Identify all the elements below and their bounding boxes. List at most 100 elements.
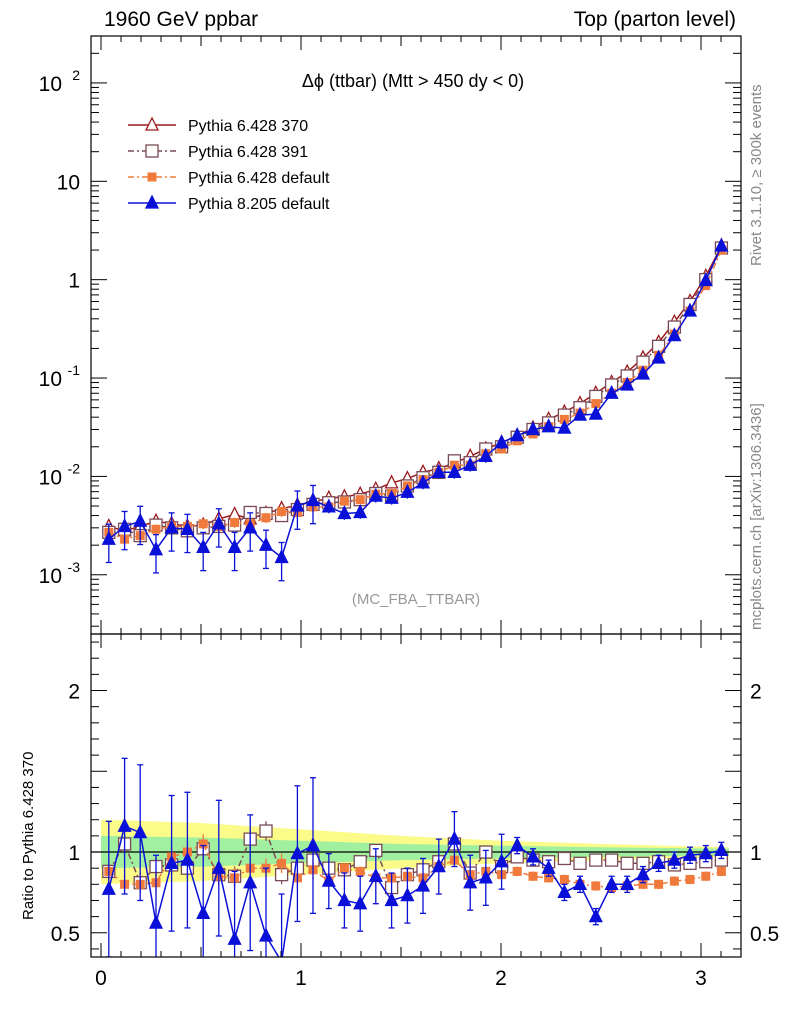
data-point — [101, 530, 116, 545]
ratio-line — [108, 842, 722, 889]
series-line — [108, 247, 723, 537]
ratio-y-tick-label: 2 — [68, 681, 80, 704]
data-point — [355, 495, 365, 505]
data-point — [510, 427, 525, 442]
chart-title: Δϕ (ttbar) (Mtt > 450 dy < 0) — [302, 71, 524, 91]
data-point — [277, 506, 287, 516]
data-point — [258, 536, 274, 551]
data-point — [274, 549, 289, 564]
data-point — [525, 421, 541, 436]
data-point — [651, 349, 666, 364]
data-point — [180, 520, 195, 535]
ratio-point — [573, 856, 587, 870]
mcplots-credit: mcplots.cern.ch [arXiv:1306.3436] — [748, 403, 765, 630]
ratio-point — [384, 892, 399, 907]
ratio-plot — [91, 757, 741, 957]
ratio-point — [714, 841, 729, 857]
data-point — [368, 487, 383, 502]
ratio-point — [101, 880, 116, 895]
data-point — [541, 418, 556, 433]
legend: Pythia 6.428 370 Pythia 6.428 391 Pythia 6… — [128, 116, 330, 213]
rivet-version: Rivet 3.1.10, ≥ 300k events — [748, 84, 765, 266]
data-point — [463, 456, 478, 471]
data-point — [321, 498, 336, 513]
ratio-line — [108, 829, 722, 889]
data-point — [211, 515, 226, 530]
ratio-series-pythia-8-205-default — [101, 757, 729, 957]
data-point — [714, 237, 729, 252]
ratio-y-tick-label-right: 2 — [750, 681, 762, 704]
ratio-point — [353, 895, 368, 910]
legend-marker — [144, 194, 160, 209]
ratio-point — [321, 872, 336, 887]
ratio-point — [512, 866, 522, 876]
series-pythia-6-428-391 — [102, 241, 729, 543]
ratio-point — [180, 851, 195, 866]
ratio-point — [415, 877, 431, 892]
ratio-point — [701, 871, 711, 881]
legend-marker — [144, 116, 160, 131]
data-point — [447, 463, 462, 478]
data-point — [635, 365, 651, 380]
ratio-point — [654, 879, 664, 889]
data-point — [261, 513, 271, 523]
data-point — [230, 517, 240, 527]
y-tick-label: 10 — [39, 73, 62, 96]
ratio-point — [463, 874, 478, 889]
data-point — [353, 504, 368, 519]
ratio-point — [447, 830, 462, 845]
ratio-point — [368, 867, 383, 882]
data-point — [117, 517, 132, 533]
ratio-point — [337, 892, 352, 907]
ratio-point — [589, 853, 603, 867]
header-right: Top (parton level) — [573, 8, 736, 31]
data-point — [305, 491, 321, 507]
data-point — [227, 538, 242, 554]
legend-label: Pythia 6.428 391 — [188, 144, 308, 161]
data-point — [243, 519, 258, 534]
ratio-point — [669, 876, 679, 886]
series-pythia-6-428-default — [104, 245, 726, 545]
ratio-point — [620, 856, 634, 870]
data-point — [339, 496, 349, 506]
ratio-point — [698, 845, 713, 860]
ratio-point — [277, 858, 287, 868]
ratio-point — [559, 874, 569, 884]
main-plot — [101, 237, 729, 582]
y-axis: 10 -3 10 -2 10 -1 1 10 10 2 — [39, 35, 741, 627]
ratio-point — [591, 881, 601, 891]
x-tick-label: 1 — [295, 967, 307, 990]
ratio-y-axis-label: Ratio to Pythia 6.428 370 — [20, 751, 37, 920]
data-point — [494, 434, 509, 449]
ratio-point — [353, 855, 367, 869]
ratio-point — [305, 837, 321, 852]
legend-label: Pythia 8.205 default — [188, 196, 330, 213]
ratio-point — [557, 883, 572, 899]
y-tick-exponent: -2 — [68, 460, 81, 476]
ratio-point — [572, 875, 588, 890]
ratio-point — [667, 851, 682, 866]
data-point — [431, 463, 446, 478]
legend-label: Pythia 6.428 370 — [188, 118, 308, 135]
ratio-point — [339, 863, 349, 873]
ratio-point — [544, 873, 554, 883]
data-point — [133, 512, 148, 527]
y-tick-label: 10 — [39, 565, 62, 588]
ratio-point — [635, 866, 651, 881]
ratio-point — [525, 848, 541, 863]
y-tick-label: 10 — [57, 171, 80, 194]
ratio-point — [604, 853, 619, 867]
ratio-point — [478, 869, 493, 884]
ratio-point — [400, 887, 415, 902]
ratio-y-axis: 0.5 0.5 1 1 2 2 — [51, 641, 779, 950]
ratio-point — [638, 879, 648, 889]
data-point — [384, 474, 399, 489]
ratio-point — [685, 874, 695, 884]
series-pythia-8-205-default — [101, 237, 729, 582]
data-point — [559, 414, 569, 424]
x-tick-label: 2 — [495, 967, 507, 990]
ratio-point — [259, 824, 273, 838]
series-line — [108, 245, 723, 559]
ratio-point — [682, 846, 698, 861]
